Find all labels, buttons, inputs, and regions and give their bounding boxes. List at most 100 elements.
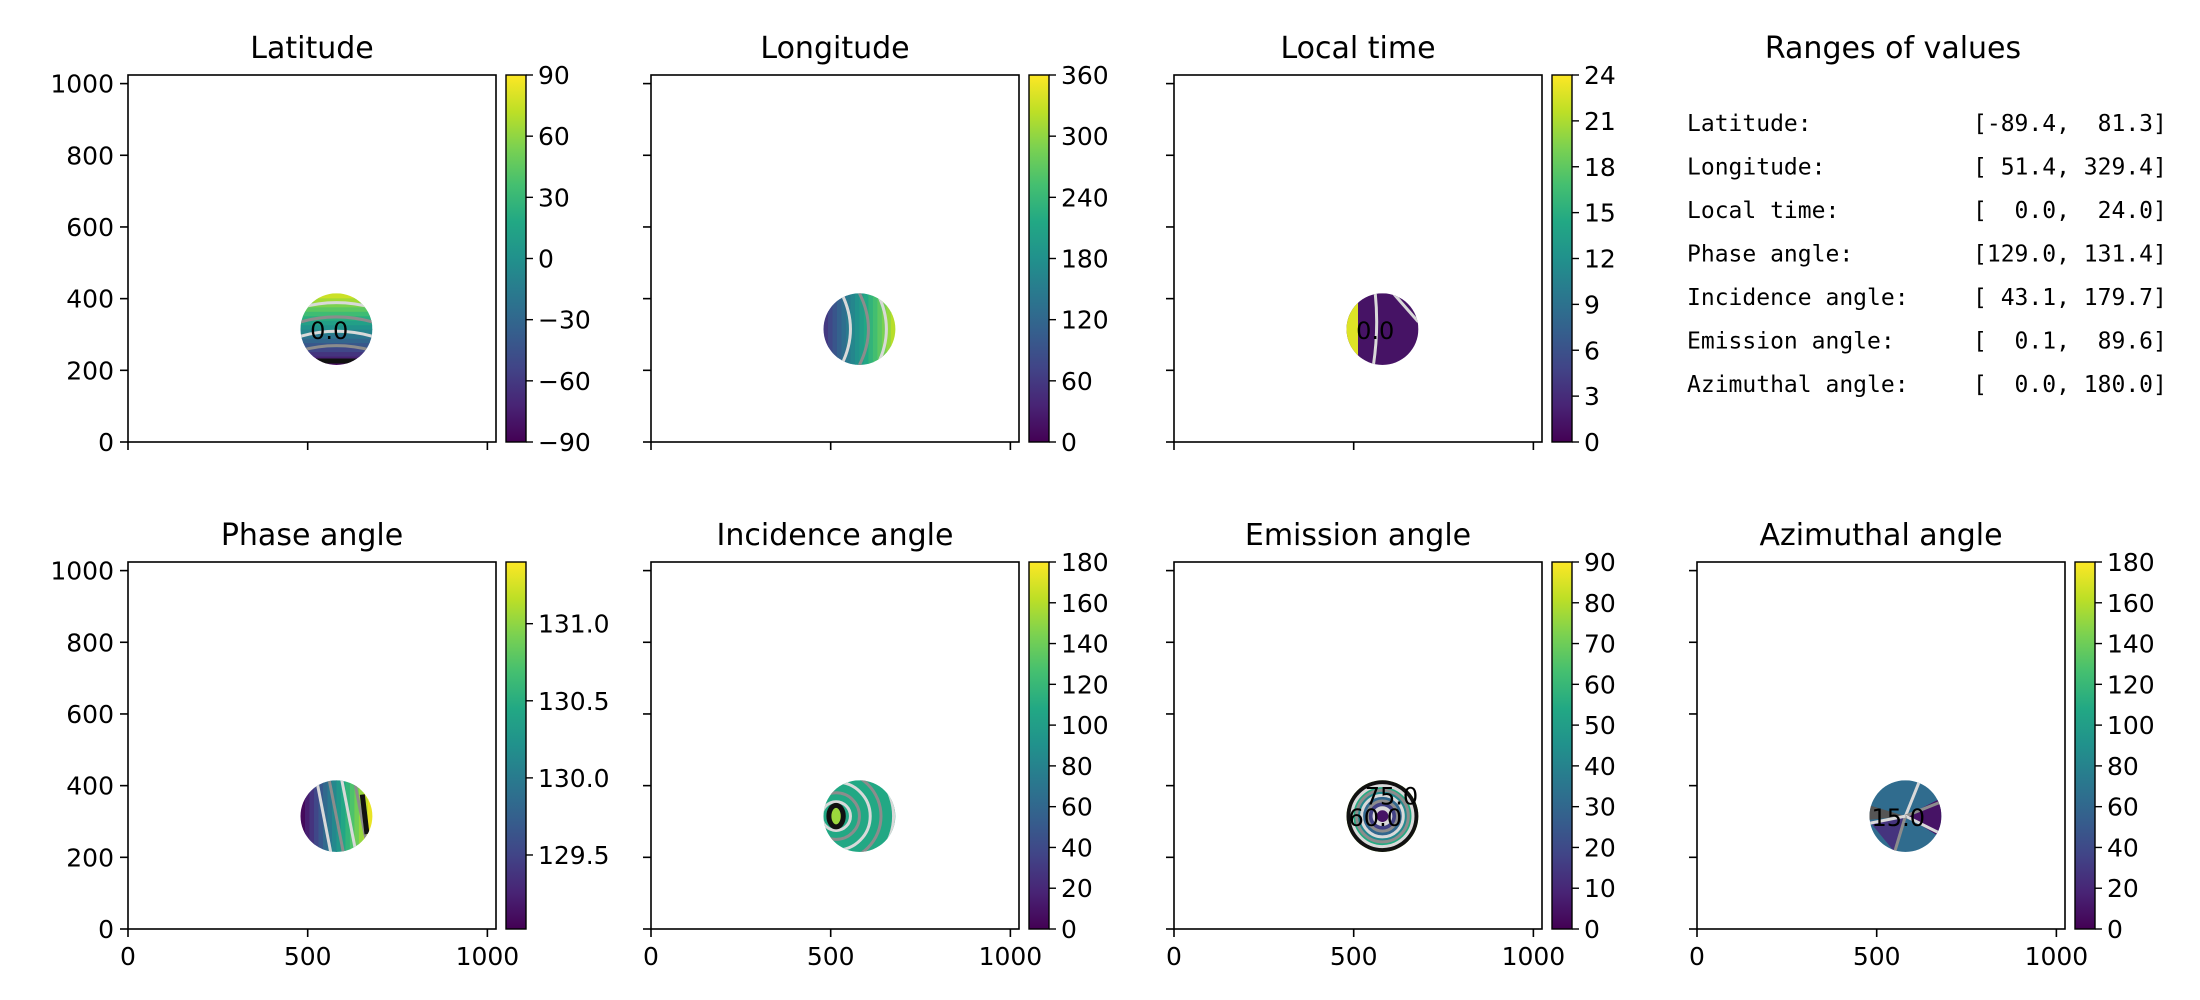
range-row-value: [ 43.1, 179.7] xyxy=(1973,285,2167,311)
longitude-colorbar xyxy=(1028,74,1050,443)
ranges-title: Ranges of values xyxy=(1765,31,2021,66)
azimuthal_angle-axes-frame xyxy=(1696,561,2066,930)
incidence_angle-xtick-label: 1000 xyxy=(979,942,1043,971)
emission_angle-colorbar-tick-label: 50 xyxy=(1584,711,1616,740)
phase_angle-xtick-label: 500 xyxy=(284,942,332,971)
longitude-colorbar-tick-label: 0 xyxy=(1061,428,1077,457)
local_time-axes-frame xyxy=(1173,74,1543,443)
azimuthal_angle-colorbar-tick-label: 40 xyxy=(2107,833,2139,862)
azimuthal_angle-contour-label: 15.0 xyxy=(1872,804,1925,832)
phase_angle-colorbar-tick-label: 130.5 xyxy=(538,687,610,716)
local_time-disk xyxy=(1346,293,1419,365)
latitude-colorbar xyxy=(505,74,527,443)
incidence_angle-colorbar-tick-label: 140 xyxy=(1061,630,1109,659)
phase_angle-axes-frame xyxy=(127,561,497,930)
local_time-colorbar-tick-label: 15 xyxy=(1584,199,1616,228)
azimuthal_angle-xtick-label: 500 xyxy=(1853,942,1901,971)
local_time-contour-label: 0.0 xyxy=(1356,317,1394,345)
local_time-colorbar-tick-label: 12 xyxy=(1584,245,1616,274)
latitude-axes-frame xyxy=(127,74,497,443)
emission_angle-xtick-label: 1000 xyxy=(1502,942,1566,971)
incidence_angle-disk xyxy=(823,780,896,852)
incidence_angle-colorbar-tick-label: 20 xyxy=(1061,874,1093,903)
range-row-name: Local time: xyxy=(1687,198,1839,224)
local_time-colorbar-tick-label: 6 xyxy=(1584,336,1600,365)
latitude-colorbar-tick-label: 0 xyxy=(538,245,554,274)
local_time-colorbar-tick-label: 9 xyxy=(1584,290,1600,319)
incidence_angle-colorbar-tick-label: 40 xyxy=(1061,833,1093,862)
emission_angle-colorbar-tick-label: 60 xyxy=(1584,670,1616,699)
azimuthal_angle-colorbar xyxy=(2074,561,2096,930)
latitude-ytick-label: 400 xyxy=(66,285,114,314)
incidence_angle-axes-frame xyxy=(650,561,1020,930)
incidence_angle-colorbar-tick-label: 60 xyxy=(1061,793,1093,822)
emission_angle-contour-label: 75.0 xyxy=(1365,782,1418,810)
azimuthal_angle-disk xyxy=(1869,780,1942,852)
azimuthal_angle-xtick-label: 0 xyxy=(1689,942,1705,971)
phase_angle-ytick-label: 400 xyxy=(66,772,114,801)
incidence_angle-xtick-label: 500 xyxy=(807,942,855,971)
azimuthal_angle-colorbar-tick-label: 160 xyxy=(2107,589,2155,618)
phase_angle-colorbar xyxy=(505,561,527,930)
incidence_angle-title: Incidence angle xyxy=(717,518,954,553)
incidence_angle-colorbar-tick-label: 80 xyxy=(1061,752,1093,781)
emission_angle-colorbar-tick-label: 30 xyxy=(1584,793,1616,822)
emission_angle-colorbar-tick-label: 40 xyxy=(1584,752,1616,781)
latitude-ytick-label: 800 xyxy=(66,141,114,170)
incidence_angle-colorbar-tick-label: 160 xyxy=(1061,589,1109,618)
ranges-of-values-panel: Ranges of values Latitude: [-89.4, 81.3] Lo… xyxy=(1687,31,2167,398)
emission_angle-colorbar-tick-label: 10 xyxy=(1584,874,1616,903)
phase_angle-ytick-label: 800 xyxy=(66,628,114,657)
phase_angle-panel: Phase angle 0 500 1000 0 200 400 600 800 1000 131.… xyxy=(50,518,609,971)
azimuthal_angle-xtick-label: 1000 xyxy=(2025,942,2089,971)
longitude-colorbar-tick-label: 60 xyxy=(1061,367,1093,396)
longitude-colorbar-tick-label: 180 xyxy=(1061,245,1109,274)
range-row-name: Azimuthal angle: xyxy=(1687,372,1909,398)
incidence_angle-colorbar xyxy=(1028,561,1050,930)
incidence_angle-colorbar-tick-label: 100 xyxy=(1061,711,1109,740)
latitude-colorbar-tick-label: 90 xyxy=(538,61,570,90)
latitude-ytick-label: 0 xyxy=(98,428,114,457)
local_time-colorbar-tick-label: 0 xyxy=(1584,428,1600,457)
azimuthal_angle-colorbar-tick-label: 60 xyxy=(2107,793,2139,822)
emission_angle-disk xyxy=(1346,780,1419,852)
latitude-colorbar-tick-label: −90 xyxy=(538,428,591,457)
emission_angle-xtick-label: 0 xyxy=(1166,942,1182,971)
latitude-ytick-label: 200 xyxy=(66,356,114,385)
latitude-contour-label: 0.0 xyxy=(310,317,348,345)
phase_angle-ytick-label: 200 xyxy=(66,843,114,872)
longitude-panel: Longitude 360 300 240 180 120 60 0 xyxy=(643,31,1109,457)
azimuthal_angle-colorbar-tick-label: 100 xyxy=(2107,711,2155,740)
incidence_angle-colorbar-tick-label: 0 xyxy=(1061,915,1077,944)
azimuthal_angle-title: Azimuthal angle xyxy=(1759,518,2002,553)
local_time-colorbar-tick-label: 3 xyxy=(1584,382,1600,411)
range-row-value: [-89.4, 81.3] xyxy=(1973,111,2167,137)
phase_angle-colorbar-tick-label: 130.0 xyxy=(538,764,610,793)
local_time-colorbar-tick-label: 18 xyxy=(1584,153,1616,182)
phase_angle-ytick-label: 0 xyxy=(98,915,114,944)
latitude-colorbar-tick-label: −30 xyxy=(538,306,591,335)
incidence_angle-xtick-label: 0 xyxy=(643,942,659,971)
range-row-name: Incidence angle: xyxy=(1687,285,1909,311)
phase_angle-disk xyxy=(300,780,373,852)
range-row-name: Longitude: xyxy=(1687,155,1825,181)
emission_angle-contour-label: 60.0 xyxy=(1349,804,1402,832)
azimuthal_angle-colorbar-tick-label: 120 xyxy=(2107,670,2155,699)
phase_angle-xtick-label: 1000 xyxy=(456,942,520,971)
emission_angle-colorbar xyxy=(1551,561,1573,930)
azimuthal_angle-colorbar-tick-label: 20 xyxy=(2107,874,2139,903)
longitude-disk xyxy=(823,293,896,365)
incidence_angle-panel: Incidence angle 0 500 1000 180 160 140 120 100 80… xyxy=(643,518,1109,971)
emission_angle-colorbar-tick-label: 70 xyxy=(1584,630,1616,659)
range-row-value: [129.0, 131.4] xyxy=(1973,242,2167,268)
phase_angle-colorbar-tick-label: 129.5 xyxy=(538,841,610,870)
azimuthal_angle-colorbar-tick-label: 180 xyxy=(2107,548,2155,577)
phase_angle-title: Phase angle xyxy=(221,518,403,553)
latitude-panel: Latitude 0.0 0 200 400 600 800 1000 90 60 30 0 −30 −6… xyxy=(50,31,590,457)
range-row-name: Phase angle: xyxy=(1687,242,1853,268)
emission_angle-colorbar-tick-label: 20 xyxy=(1584,833,1616,862)
range-row-value: [ 0.1, 89.6] xyxy=(1973,329,2167,355)
